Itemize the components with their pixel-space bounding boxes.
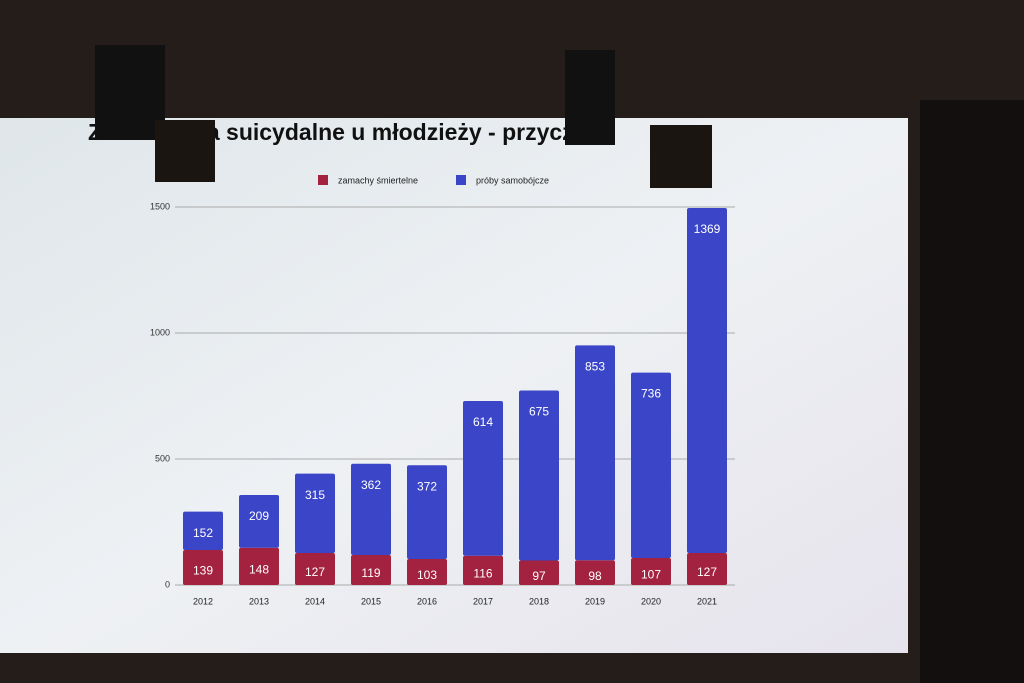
legend-swatch: [318, 175, 328, 185]
data-label: 127: [305, 565, 325, 579]
bar-segment: [407, 465, 447, 560]
bar-segment: [183, 511, 223, 550]
data-label: 127: [697, 565, 717, 579]
data-label: 103: [417, 568, 437, 582]
bar-segment: [519, 560, 559, 585]
data-label: 614: [473, 415, 493, 429]
x-tick-label: 2021: [697, 596, 717, 606]
x-tick-label: 2019: [585, 596, 605, 606]
data-label: 853: [585, 360, 605, 374]
bar-segment: [239, 547, 279, 585]
data-label: 139: [193, 564, 213, 578]
data-label: 152: [193, 526, 213, 540]
x-tick-label: 2018: [529, 596, 549, 606]
bar-segment: [295, 552, 335, 585]
bar-segment: [575, 560, 615, 585]
bar-segment: [687, 208, 727, 553]
data-label: 362: [361, 478, 381, 492]
bar-segment: [183, 549, 223, 585]
data-label: 1369: [694, 222, 721, 236]
y-tick-label: 1000: [150, 327, 170, 337]
curtain: [920, 100, 1024, 683]
data-label: 209: [249, 509, 269, 523]
bar-segment: [351, 463, 391, 556]
x-tick-label: 2016: [417, 596, 437, 606]
bar-segment: [239, 495, 279, 548]
data-label: 675: [529, 405, 549, 419]
bar-segment: [631, 372, 671, 559]
x-tick-label: 2020: [641, 596, 661, 606]
x-tick-label: 2015: [361, 596, 381, 606]
legend-swatch: [456, 175, 466, 185]
data-label: 372: [417, 479, 437, 493]
data-label: 98: [588, 569, 602, 583]
y-tick-label: 1500: [150, 201, 170, 211]
x-tick-label: 2017: [473, 596, 493, 606]
bar-segment: [687, 552, 727, 585]
screen: [0, 118, 908, 653]
data-label: 315: [305, 488, 325, 502]
legend-label: zamachy śmiertelne: [338, 175, 418, 185]
data-label: 97: [532, 569, 546, 583]
x-tick-label: 2012: [193, 596, 213, 606]
data-label: 107: [641, 568, 661, 582]
bar-segment: [519, 390, 559, 561]
legend-label: próby samobójcze: [476, 175, 549, 185]
y-tick-label: 0: [165, 579, 170, 589]
bar-segment: [463, 401, 503, 556]
bar-segment: [295, 473, 335, 553]
data-label: 119: [361, 566, 380, 580]
x-tick-label: 2013: [249, 596, 269, 606]
projector: [95, 45, 165, 140]
x-tick-label: 2014: [305, 596, 325, 606]
bar-segment: [351, 555, 391, 585]
data-label: 148: [249, 563, 269, 577]
projector: [565, 50, 615, 145]
bar-segment: [575, 345, 615, 561]
light-fixture: [650, 125, 712, 188]
bar-segment: [407, 559, 447, 585]
bar-segment: [631, 558, 671, 585]
bar-segment: [463, 555, 503, 585]
data-label: 116: [473, 567, 492, 581]
data-label: 736: [641, 387, 661, 401]
y-tick-label: 500: [155, 453, 170, 463]
light-fixture: [155, 120, 215, 182]
